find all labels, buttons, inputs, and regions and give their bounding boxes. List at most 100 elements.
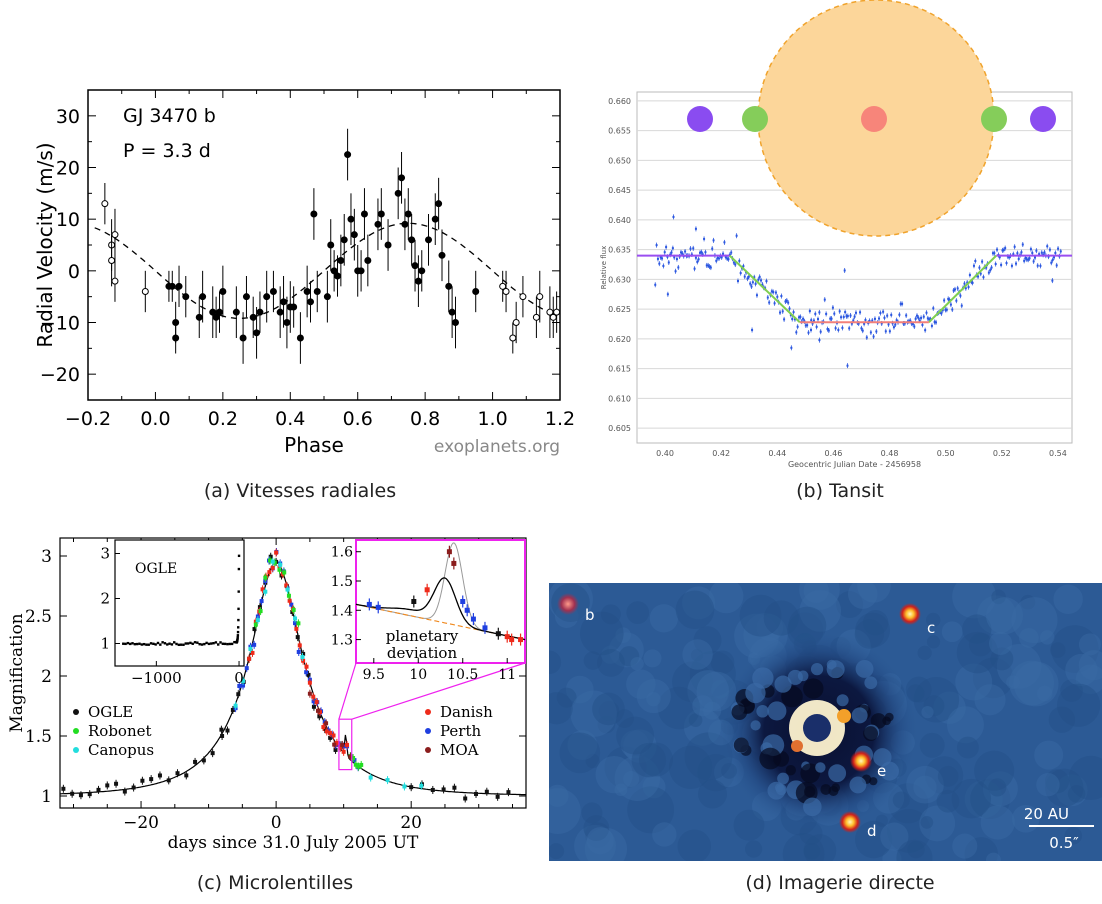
flux-point: [791, 318, 794, 321]
lc-point-ogle: [317, 714, 322, 719]
flux-point: [787, 301, 790, 304]
lc-point-danish: [338, 745, 343, 750]
lc-point-ogle: [157, 773, 162, 778]
inset-left-point: [131, 642, 134, 645]
flux-point: [704, 251, 707, 254]
lc-point-danish: [284, 583, 289, 588]
halo-speckle: [815, 762, 826, 773]
lc-point-ogle: [122, 789, 127, 794]
lc-point-ogle: [220, 733, 225, 738]
data-point: [435, 200, 443, 208]
speckle: [546, 784, 569, 807]
speckle: [631, 742, 667, 778]
flux-point-outlier: [666, 293, 669, 296]
halo-speckle: [810, 663, 824, 676]
lc-point-ogle: [210, 751, 215, 756]
flux-point: [754, 282, 757, 285]
speckle: [583, 651, 603, 670]
flux-point: [841, 326, 844, 329]
speckle: [710, 680, 730, 699]
flux-point: [742, 265, 745, 268]
data-point-open: [553, 308, 561, 316]
lc-point-danish: [250, 650, 255, 655]
inset-left-point: [230, 642, 234, 646]
flux-point: [1017, 257, 1020, 260]
lc-point-ogle: [219, 727, 224, 732]
speckle: [623, 729, 657, 763]
panel-microlensing: −20 0 20 1 1.5 2 2.5 3 days since 31.0 July 2005…: [0, 528, 540, 868]
flux-point: [711, 247, 714, 250]
lc-point-ogle: [301, 651, 306, 656]
speckle: [880, 822, 909, 851]
speckle: [693, 626, 722, 655]
inset-left-point: [210, 642, 213, 645]
flux-point: [1005, 262, 1008, 265]
x-tick-label: 0.2: [208, 408, 238, 430]
y-tick-label: 0.630: [608, 275, 631, 284]
speckle: [803, 577, 829, 604]
halo-speckle: [767, 781, 786, 800]
speckle: [618, 646, 640, 667]
flux-point: [730, 251, 733, 254]
legend-marker-robonet: [73, 728, 79, 734]
flux-point: [1036, 264, 1039, 267]
inset-point-perth: [470, 616, 476, 622]
flux-point: [659, 256, 662, 259]
flux-point: [953, 288, 956, 291]
data-point: [472, 288, 480, 295]
flux-point: [887, 323, 890, 326]
inset-point-moa: [446, 549, 452, 555]
halo-speckle: [831, 783, 840, 792]
speckle: [1006, 675, 1020, 690]
flux-point: [697, 258, 700, 261]
speckle: [936, 789, 960, 813]
y-tick-label: 1: [41, 787, 52, 807]
flux-point: [814, 312, 817, 315]
flux-point: [981, 260, 984, 263]
flux-point: [987, 271, 990, 274]
planet-label-e: e: [877, 762, 886, 780]
flux-point: [886, 314, 889, 317]
speckle: [1045, 768, 1084, 807]
data-point: [195, 313, 203, 321]
data-point: [219, 288, 227, 295]
halo-speckle: [803, 678, 824, 699]
flux-point: [850, 322, 853, 325]
flux-point: [971, 281, 974, 284]
lc-point-ogle: [184, 773, 189, 778]
speckle: [1034, 740, 1064, 770]
speckle: [675, 590, 715, 630]
lc-point-perth: [296, 649, 301, 654]
speckle: [623, 770, 640, 787]
lc-point-ogle: [70, 791, 75, 796]
flux-point: [863, 322, 866, 325]
inset-point-ogle: [495, 631, 501, 637]
inset-left-point: [236, 634, 240, 637]
speckle: [1075, 664, 1102, 695]
flux-point: [753, 276, 756, 279]
data-point: [357, 267, 365, 275]
speckle: [892, 791, 910, 809]
flux-point: [1013, 245, 1016, 248]
data-point-open: [101, 200, 109, 208]
inset-point-perth: [482, 625, 488, 631]
lc-point-robonet: [286, 593, 291, 598]
lc-point-canopus: [419, 783, 424, 788]
flux-point: [806, 324, 809, 327]
flux-point: [716, 256, 719, 259]
flux-point: [728, 253, 731, 256]
flux-point: [1023, 259, 1026, 262]
direct-image: b c e d 20 AU 0.5″: [534, 569, 1102, 876]
data-point: [175, 282, 183, 290]
transit-chart: 0.605 0.610 0.615 0.620 0.625 0.630 0.635 0.640…: [600, 0, 1073, 469]
lc-point-perth: [304, 670, 309, 675]
flux-point: [993, 252, 996, 255]
flux-point: [736, 279, 739, 282]
speckle: [682, 586, 716, 620]
speckle: [548, 843, 565, 860]
flux-point: [811, 322, 814, 325]
flux-point: [955, 299, 958, 302]
legend-marker-moa: [425, 747, 431, 753]
flux-point: [795, 331, 798, 334]
inset-left-point: [135, 642, 139, 646]
